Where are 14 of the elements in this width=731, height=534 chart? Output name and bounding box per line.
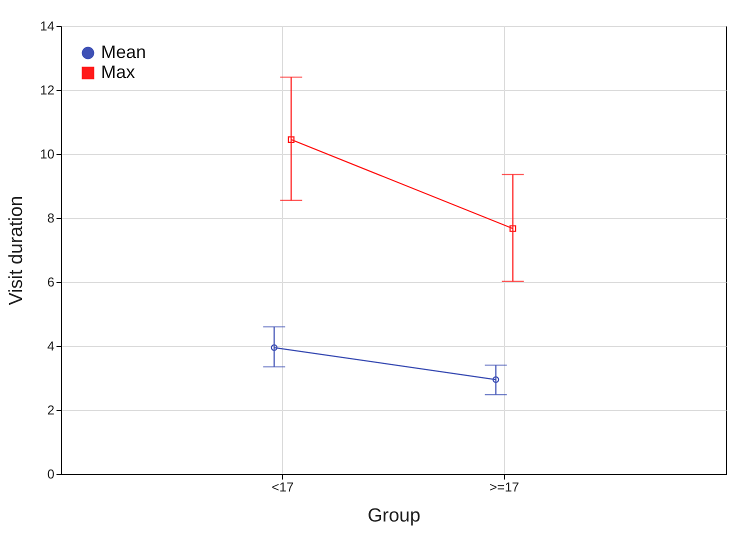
y-tick-label: 10 [40,146,54,162]
y-tick-label: 6 [47,274,54,290]
y-axis-title: Visit duration [6,196,28,306]
y-tick-label: 8 [47,210,54,226]
y-tick-label: 2 [47,402,54,418]
legend-label: Max [101,62,136,82]
y-tick-label: 14 [40,18,54,34]
y-tick-label: 4 [47,338,54,354]
legend-label: Mean [101,42,146,62]
y-tick-label: 0 [47,466,54,482]
y-tick-label: 12 [40,82,54,98]
x-tick-label: <17 [272,480,294,494]
x-tick-label: >=17 [490,480,520,494]
x-axis-title: Group [368,506,420,526]
